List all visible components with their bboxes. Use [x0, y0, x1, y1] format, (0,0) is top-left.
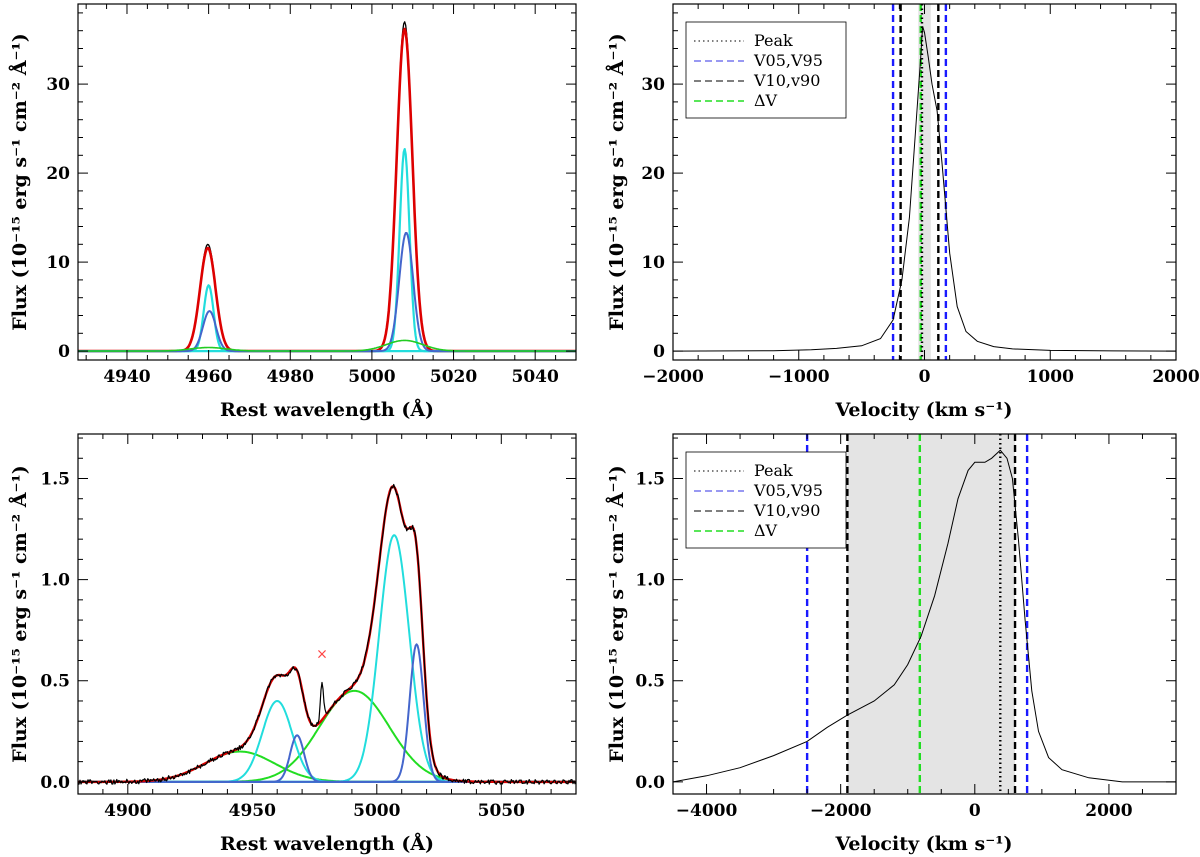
- x-tick-label: 4960: [185, 367, 232, 387]
- plot-frame: [77, 433, 577, 795]
- y-axis-title: Flux (10⁻¹⁵ erg s⁻¹ cm⁻² Å⁻¹): [605, 33, 628, 331]
- y-tick-label: 0.0: [40, 773, 70, 793]
- x-tick-label: 5040: [512, 367, 559, 387]
- legend-label-delta-v: ΔV: [754, 91, 778, 110]
- legend: Peak V05,V95 V10,v90 ΔV: [685, 21, 847, 119]
- x-tick-label: 2000: [1085, 801, 1132, 821]
- panel-top-right: −2000 −1000 0 1000 2000 0 10 20 30 Velocity (km …: [605, 3, 1200, 421]
- x-tick-label: 1000: [1027, 367, 1074, 387]
- y-tick-label: 10: [46, 253, 70, 273]
- y-tick-label: 0.5: [635, 672, 665, 692]
- series-total-fit: [78, 27, 576, 353]
- y-tick-label: 20: [46, 164, 70, 184]
- y-tick-label: 1.5: [635, 469, 665, 489]
- x-tick-label: 0: [919, 367, 931, 387]
- panel-top-left: 4940 4960 4980 5000 5020 5040 0 10 20 30 Rest wav…: [8, 3, 577, 421]
- x-tick-label: 4980: [267, 367, 314, 387]
- x-axis-title: Rest wavelength (Å): [220, 398, 434, 421]
- x-tick-label: −4000: [676, 801, 738, 821]
- x-tick-label: −1000: [768, 367, 830, 387]
- series-data: [78, 21, 576, 352]
- plot-frame: [77, 3, 577, 361]
- x-tick-label: −2000: [642, 367, 704, 387]
- shaded-velocity-range: [847, 434, 1016, 794]
- legend-label-peak: Peak: [754, 31, 793, 50]
- x-tick-label: 5000: [353, 801, 400, 821]
- y-tick-label: 1.0: [40, 571, 70, 591]
- y-axis-title: Flux (10⁻¹⁵ erg s⁻¹ cm⁻² Å⁻¹): [8, 465, 31, 763]
- series-narrow: [78, 148, 576, 353]
- y-tick-label: 20: [641, 164, 665, 184]
- series-intermediate: [78, 232, 576, 353]
- x-axis-title: Velocity (km s⁻¹): [834, 399, 1012, 421]
- x-tick-label: 5000: [348, 367, 395, 387]
- x-tick-label: 0: [969, 801, 981, 821]
- plot-frame: [672, 433, 1177, 795]
- y-tick-label: 0.5: [40, 672, 70, 692]
- plot-frame: [672, 3, 1177, 361]
- y-tick-label: 30: [641, 75, 665, 95]
- series-intermediate-1: [78, 734, 576, 783]
- legend-label-v10-v90: V10,v90: [753, 501, 820, 520]
- x-tick-label: 4900: [104, 801, 151, 821]
- panel-bottom-right: −4000 −2000 0 2000 0.0 0.5 1.0 1.5 Velocity (km…: [605, 433, 1177, 855]
- series-broad-2: [78, 689, 576, 783]
- x-tick-label: 2000: [1152, 367, 1199, 387]
- legend-box: [685, 451, 847, 549]
- x-tick-label: 5020: [430, 367, 477, 387]
- marker-0: ×: [316, 646, 328, 662]
- x-tick-label: −2000: [810, 801, 872, 821]
- series-total-fit: [78, 485, 576, 784]
- y-tick-label: 10: [641, 253, 665, 273]
- y-tick-label: 0.0: [635, 773, 665, 793]
- legend: Peak V05,V95 V10,v90 ΔV: [685, 451, 847, 549]
- velocity-profile-curve: [673, 26, 1176, 352]
- x-tick-label: 5050: [478, 801, 525, 821]
- x-tick-label: 4940: [103, 367, 150, 387]
- y-tick-label: 1.5: [40, 469, 70, 489]
- y-tick-label: 0: [653, 342, 665, 362]
- x-axis-title: Velocity (km s⁻¹): [834, 833, 1012, 855]
- y-tick-label: 30: [46, 75, 70, 95]
- y-axis-title: Flux (10⁻¹⁵ erg s⁻¹ cm⁻² Å⁻¹): [605, 465, 628, 763]
- y-tick-label: 0: [58, 342, 70, 362]
- x-tick-label: 4950: [229, 801, 276, 821]
- panel-bottom-left: × 4900 4950 5000 5050 0.0 0.5 1.0 1.5 Rest wavel…: [8, 433, 577, 855]
- legend-box: [685, 21, 847, 119]
- legend-label-v10-v90: V10,v90: [753, 71, 820, 90]
- legend-label-v05-v95: V05,V95: [753, 51, 823, 70]
- series-data: [78, 483, 576, 785]
- series-broad-1: [78, 750, 576, 783]
- y-axis-title: Flux (10⁻¹⁵ erg s⁻¹ cm⁻² Å⁻¹): [8, 33, 31, 331]
- x-axis-title: Rest wavelength (Å): [220, 832, 434, 855]
- y-tick-label: 1.0: [635, 571, 665, 591]
- velocity-profile-curve: [673, 449, 1176, 783]
- legend-label-delta-v: ΔV: [754, 521, 778, 540]
- legend-label-peak: Peak: [754, 461, 793, 480]
- series-broad: [78, 339, 576, 352]
- legend-label-v05-v95: V05,V95: [753, 481, 823, 500]
